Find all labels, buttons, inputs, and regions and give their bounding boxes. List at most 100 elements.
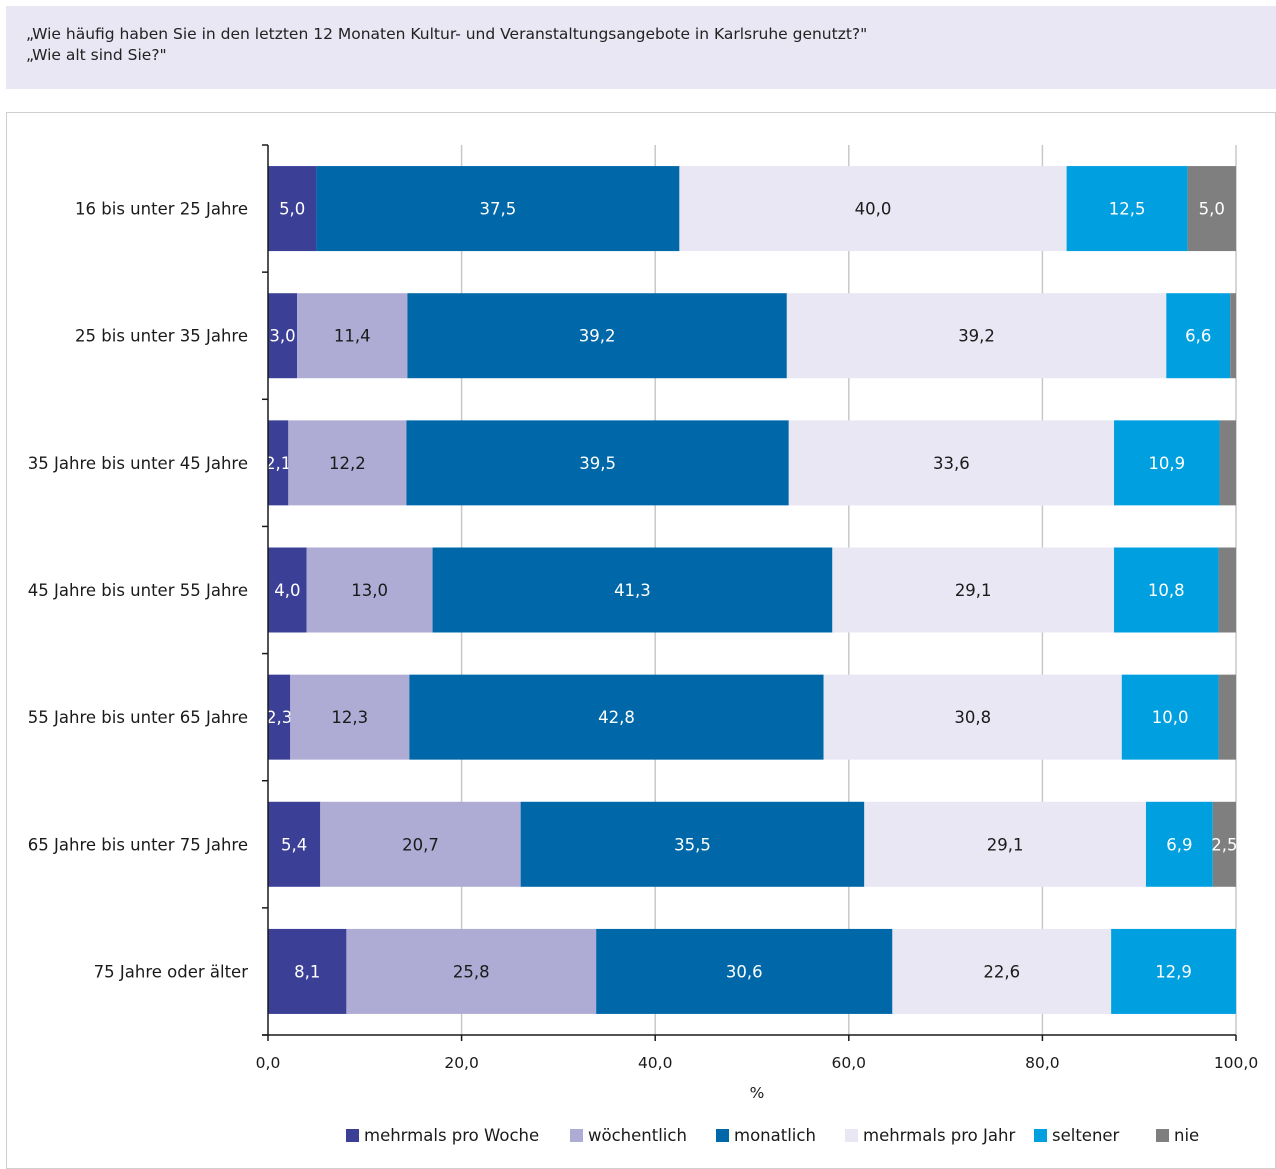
bar-data-label: 6,9 xyxy=(1166,835,1192,854)
legend-swatch xyxy=(716,1128,729,1142)
legend: mehrmals pro Woche wöchentlich monatlich me… xyxy=(0,1122,1276,1148)
category-label: 16 bis unter 25 Jahre xyxy=(75,200,248,219)
bar-data-label: 37,5 xyxy=(480,200,517,219)
bar-row: 3,0 11,4 39,2 39,2 6,6 xyxy=(268,293,1236,379)
bar-segment xyxy=(268,420,289,506)
bar-data-label: 39,2 xyxy=(958,327,995,346)
bar-data-label: 22,6 xyxy=(983,962,1020,981)
bar-data-label: 8,1 xyxy=(294,962,320,981)
bar-segment xyxy=(346,928,597,1014)
bar-data-label: 13,0 xyxy=(351,581,388,600)
bar-data-label: 11,4 xyxy=(334,327,371,346)
question-line-1: „Wie häufig haben Sie in den letzten 12 … xyxy=(26,25,868,43)
bar-row: 2,3 12,3 42,8 30,8 10,0 xyxy=(266,674,1236,760)
category-label: 35 Jahre bis unter 45 Jahre xyxy=(28,454,248,473)
bar-data-label: 39,5 xyxy=(579,454,616,473)
category-label: 25 bis unter 35 Jahre xyxy=(75,327,248,346)
bar-segment xyxy=(1114,547,1219,633)
bar-data-label: 42,8 xyxy=(598,708,635,727)
x-tick-label: 80,0 xyxy=(1025,1054,1060,1072)
legend-swatch xyxy=(845,1128,858,1142)
bar-data-label: 6,6 xyxy=(1185,327,1211,346)
x-tick-label: 60,0 xyxy=(832,1054,867,1072)
bar-data-label: 40,0 xyxy=(855,200,892,219)
legend-label: mehrmals pro Woche xyxy=(364,1125,540,1145)
legend-item: seltener xyxy=(1034,1122,1119,1148)
bar-segment xyxy=(1166,293,1231,379)
bar-data-label: 41,3 xyxy=(614,581,651,600)
bar-segment xyxy=(1218,674,1236,760)
bar-segment xyxy=(316,166,680,252)
legend-swatch xyxy=(1156,1128,1169,1142)
bar-segment xyxy=(1121,674,1219,760)
bar-data-label: 12,5 xyxy=(1109,200,1146,219)
bar-segment xyxy=(679,166,1067,252)
bar-data-label: 10,0 xyxy=(1152,708,1189,727)
bar-segment xyxy=(268,928,347,1014)
bar-segment xyxy=(823,674,1122,760)
bar-segment xyxy=(290,674,410,760)
bar-row: 4,0 13,0 41,3 29,1 10,8 xyxy=(268,547,1236,633)
bar-data-label: 12,3 xyxy=(331,708,368,727)
bar-row: 5,4 20,7 35,5 29,1 6,9 2,5 xyxy=(268,801,1238,887)
category-label: 65 Jahre bis unter 75 Jahre xyxy=(28,835,248,854)
bar-data-label: 5,4 xyxy=(281,835,307,854)
bar-data-label: 12,9 xyxy=(1155,962,1192,981)
legend-item: nie xyxy=(1156,1122,1199,1148)
bar-segment xyxy=(596,928,893,1014)
legend-label: monatlich xyxy=(734,1125,816,1145)
bar-data-label: 29,1 xyxy=(955,581,992,600)
bar-data-label: 30,6 xyxy=(726,962,763,981)
legend-swatch xyxy=(570,1128,583,1142)
bar-data-label: 20,7 xyxy=(402,835,439,854)
bar-segment xyxy=(1187,166,1236,252)
legend-swatch xyxy=(1034,1128,1047,1142)
legend-label: mehrmals pro Jahr xyxy=(863,1125,1016,1145)
bar-data-label: 10,9 xyxy=(1148,454,1185,473)
bar-data-label: 25,8 xyxy=(453,962,490,981)
bar-data-label: 12,2 xyxy=(329,454,366,473)
x-tick-label: 100,0 xyxy=(1214,1054,1258,1072)
x-tick-label: 0,0 xyxy=(256,1054,281,1072)
bar-segment xyxy=(892,928,1112,1014)
legend-label: nie xyxy=(1174,1125,1200,1145)
legend-item: wöchentlich xyxy=(570,1122,687,1148)
bar-segment xyxy=(786,293,1167,379)
bar-segment xyxy=(1145,801,1213,887)
bar-segment xyxy=(432,547,833,633)
bar-segment xyxy=(1219,420,1236,506)
bar-segment xyxy=(864,801,1146,887)
bar-data-label: 30,8 xyxy=(954,708,991,727)
bar-row: 2,1 12,2 39,5 33,6 10,9 xyxy=(265,420,1236,506)
bar-data-label: 39,2 xyxy=(579,327,616,346)
bar-segment xyxy=(520,801,865,887)
bars-layer: 5,0 37,5 40,0 12,5 5,0 3,0 11,4 39,2 39,2 6,6 2,1 1… xyxy=(265,166,1238,1014)
question-line-2: „Wie alt sind Sie?" xyxy=(26,46,167,64)
category-label: 55 Jahre bis unter 65 Jahre xyxy=(28,708,248,727)
bar-data-label: 2,5 xyxy=(1211,835,1237,854)
bar-data-label: 29,1 xyxy=(987,835,1024,854)
category-label: 45 Jahre bis unter 55 Jahre xyxy=(28,581,248,600)
category-label: 75 Jahre oder älter xyxy=(94,962,249,981)
bar-segment xyxy=(788,420,1115,506)
x-tick-label: 20,0 xyxy=(444,1054,479,1072)
question-header: „Wie häufig haben Sie in den letzten 12 … xyxy=(6,6,1276,89)
legend-label: wöchentlich xyxy=(588,1125,687,1145)
bar-row: 5,0 37,5 40,0 12,5 5,0 xyxy=(268,166,1236,252)
bar-segment xyxy=(268,801,321,887)
bar-segment xyxy=(1218,547,1236,633)
bar-data-label: 2,1 xyxy=(265,454,291,473)
bar-data-label: 33,6 xyxy=(933,454,970,473)
bar-data-label: 5,0 xyxy=(1199,200,1225,219)
bar-segment xyxy=(1212,801,1236,887)
bar-segment xyxy=(268,166,317,252)
bar-segment xyxy=(406,420,789,506)
legend-label: seltener xyxy=(1052,1125,1120,1145)
bar-segment xyxy=(268,293,298,379)
axis-layer: 0,0 20,0 40,0 60,0 80,0 100,0 16 bis unter 25 … xyxy=(28,144,1258,1072)
bar-segment xyxy=(268,674,291,760)
bar-segment xyxy=(1230,293,1236,379)
legend-item: monatlich xyxy=(716,1122,816,1148)
bar-data-label: 10,8 xyxy=(1148,581,1185,600)
bar-segment xyxy=(306,547,433,633)
